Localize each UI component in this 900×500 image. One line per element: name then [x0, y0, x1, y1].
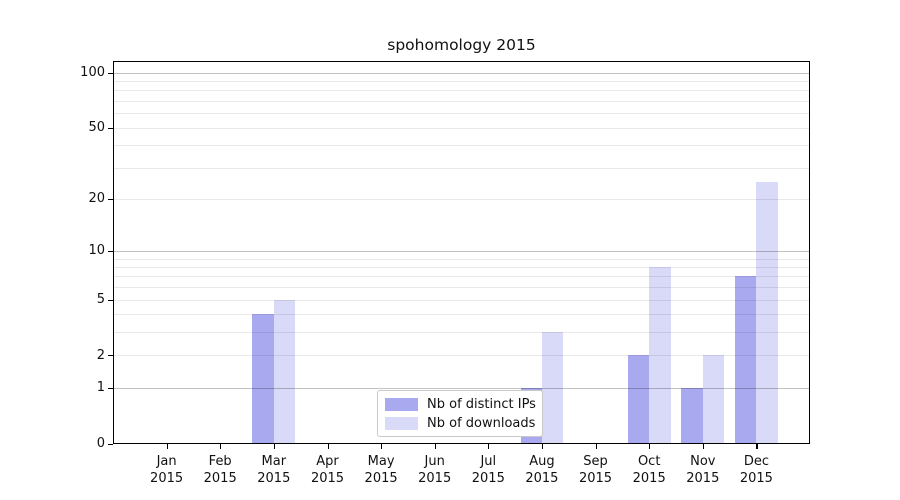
legend: Nb of distinct IPs Nb of downloads	[377, 390, 543, 437]
bar-distinct-ips	[681, 387, 703, 444]
bar-downloads	[702, 355, 725, 444]
x-tick	[220, 443, 222, 449]
y-tick	[108, 198, 113, 201]
gridline-minor	[113, 145, 810, 147]
y-tick-label: 100	[80, 65, 105, 81]
legend-swatch-icon	[385, 397, 418, 411]
gridline-minor	[113, 101, 810, 102]
x-tick	[381, 443, 383, 449]
gridline-minor	[113, 267, 810, 268]
bar-downloads	[541, 332, 564, 444]
gridline-major	[113, 387, 810, 389]
x-tick-label: Jun 2015	[418, 453, 452, 486]
y-tick-label: 10	[88, 243, 105, 259]
bar-distinct-ips	[252, 314, 274, 444]
x-tick-label: Oct 2015	[632, 453, 666, 486]
x-tick	[649, 443, 651, 449]
legend-row: Nb of distinct IPs	[385, 396, 536, 412]
x-tick	[273, 443, 275, 449]
legend-swatch-icon	[385, 416, 418, 430]
x-tick	[541, 443, 544, 449]
gridline-minor	[113, 81, 810, 83]
gridline-minor	[113, 314, 810, 316]
y-tick	[108, 250, 113, 252]
gridline-major	[113, 250, 810, 252]
x-tick	[756, 443, 758, 449]
x-tick	[166, 443, 168, 449]
gridline-minor	[113, 167, 810, 169]
y-tick	[108, 72, 113, 74]
bar-downloads	[756, 181, 778, 444]
y-tick	[108, 355, 113, 357]
gridline-minor	[113, 258, 810, 260]
chart-title: spohomology 2015	[387, 36, 536, 54]
y-tick-label: 1	[96, 380, 105, 396]
y-tick	[108, 387, 113, 389]
bar-downloads	[649, 267, 671, 444]
x-tick-label: Dec 2015	[739, 453, 773, 486]
x-tick-label: Nov 2015	[686, 453, 720, 486]
x-tick-label: Jan 2015	[150, 453, 184, 486]
gridline-minor	[113, 127, 810, 129]
bar-downloads	[273, 299, 296, 444]
x-tick-label: Apr 2015	[310, 453, 345, 486]
gridline-minor	[113, 287, 810, 289]
x-tick-label: May 2015	[364, 453, 398, 486]
gridline-minor	[113, 198, 810, 200]
bar-distinct-ips	[627, 355, 650, 444]
gridline-minor	[113, 355, 810, 357]
legend-label: Nb of distinct IPs	[427, 396, 536, 412]
gridline-minor	[113, 90, 810, 92]
gridline-major	[113, 72, 810, 74]
y-tick-label: 2	[96, 347, 105, 363]
x-tick	[488, 443, 490, 449]
x-tick-label: Jul 2015	[471, 453, 505, 486]
gridline-minor	[113, 276, 810, 278]
x-tick-label: Feb 2015	[203, 453, 237, 486]
x-tick	[595, 443, 597, 449]
y-tick	[108, 299, 113, 301]
gridline-minor	[113, 299, 810, 301]
gridline-minor	[113, 113, 810, 115]
y-tick	[108, 443, 113, 445]
y-tick-label: 20	[88, 191, 105, 207]
x-tick-label: Aug 2015	[525, 453, 559, 486]
x-tick-label: Mar 2015	[257, 453, 291, 486]
gridline-minor	[113, 332, 810, 334]
x-tick	[327, 443, 329, 449]
y-tick-label: 0	[96, 436, 105, 451]
legend-label: Nb of downloads	[427, 415, 536, 431]
y-tick	[108, 127, 113, 129]
legend-row: Nb of downloads	[385, 415, 536, 431]
x-tick	[434, 443, 436, 449]
x-tick	[702, 443, 704, 449]
y-tick-label: 50	[88, 120, 105, 136]
y-tick-label: 5	[96, 292, 105, 307]
x-tick-label: Sep 2015	[578, 453, 613, 486]
bar-distinct-ips	[734, 276, 757, 444]
